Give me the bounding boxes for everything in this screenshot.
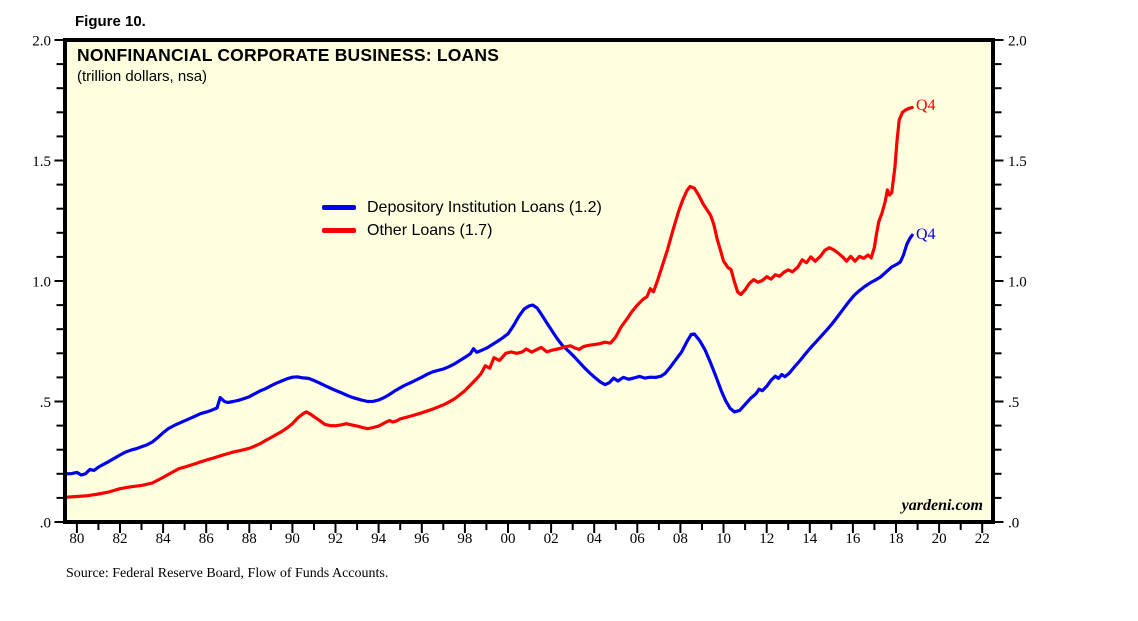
x-tick-label: 92 (328, 531, 343, 547)
legend-label-depository: Depository Institution Loans (1.2) (367, 198, 602, 216)
x-tick-label: 00 (501, 531, 516, 547)
x-tick-label: 84 (156, 531, 172, 547)
x-tick-label: 88 (242, 531, 257, 547)
y-tick-label-left: 2.0 (32, 34, 51, 50)
depository-loans-line (65, 233, 914, 477)
other-loans-end-label: Q4 (916, 97, 936, 114)
x-tick-label: 18 (889, 531, 904, 547)
legend-item-other: Other Loans (1.7) (322, 219, 602, 242)
plot-border (63, 38, 995, 524)
y-tick-label-right: 2.0 (1008, 34, 1027, 50)
yardeni-watermark: yardeni.com (901, 497, 983, 514)
y-tick-label-left: 1.5 (32, 154, 51, 170)
y-tick-label-left: 1.0 (32, 275, 51, 291)
plot-area (65, 40, 993, 522)
x-tick-label: 12 (759, 531, 774, 547)
y-tick-label-right: 1.0 (1008, 275, 1027, 291)
y-tick-label-right: .5 (1008, 395, 1019, 411)
x-tick-label: 20 (932, 531, 947, 547)
x-tick-label: 80 (69, 531, 84, 547)
y-tick-label-right: 1.5 (1008, 154, 1027, 170)
x-tick-label: 02 (544, 531, 559, 547)
y-tick-label-left: .0 (40, 516, 51, 532)
x-tick-label: 10 (716, 531, 731, 547)
x-tick-label: 86 (199, 531, 215, 547)
depository-line-swatch (322, 205, 356, 210)
x-tick-label: 08 (673, 531, 688, 547)
other-loans-line (65, 105, 914, 499)
chart-subtitle: (trillion dollars, nsa) (77, 68, 208, 85)
y-tick-label-left: .5 (40, 395, 51, 411)
x-tick-label: 98 (457, 531, 472, 547)
x-tick-label: 94 (371, 531, 387, 547)
chart-title: NONFINANCIAL CORPORATE BUSINESS: LOANS (77, 45, 500, 65)
legend-label-other: Other Loans (1.7) (367, 221, 493, 239)
source-note: Source: Federal Reserve Board, Flow of F… (66, 566, 389, 581)
x-tick-label: 04 (587, 531, 603, 547)
x-tick-label: 90 (285, 531, 300, 547)
x-tick-label: 22 (975, 531, 990, 547)
y-tick-label-right: .0 (1008, 516, 1019, 532)
other-line-swatch (322, 228, 356, 233)
x-tick-label: 16 (845, 531, 861, 547)
x-tick-label: 96 (414, 531, 430, 547)
x-tick-label: 06 (630, 531, 646, 547)
legend: Depository Institution Loans (1.2) Other… (322, 196, 602, 242)
legend-item-depository: Depository Institution Loans (1.2) (322, 196, 602, 219)
x-tick-label: 82 (113, 531, 128, 547)
x-tick-label: 14 (802, 531, 818, 547)
depository-end-label: Q4 (916, 226, 936, 243)
figure-label: Figure 10. (75, 13, 146, 30)
